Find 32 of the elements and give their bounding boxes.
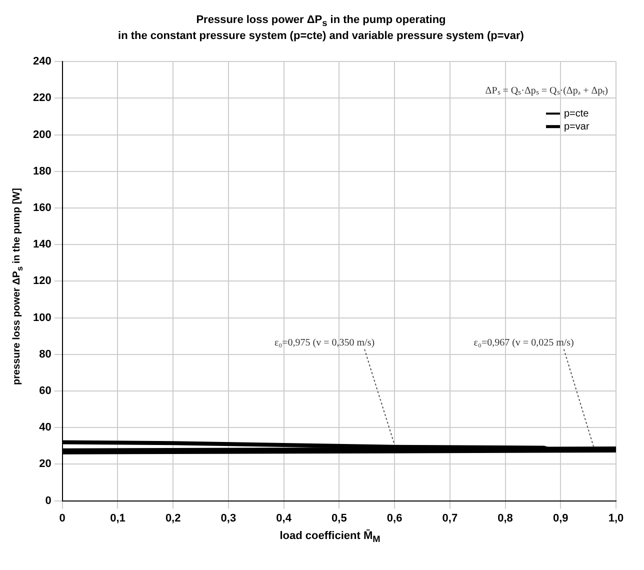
legend-label: p=cte (564, 108, 590, 120)
annotation: ε₀=0,975 (v = 0,350 m/s) (274, 337, 375, 348)
x-tick-label: 0 (59, 512, 66, 524)
y-tick-label: 160 (32, 202, 52, 214)
y-tick-label: 40 (39, 422, 52, 434)
y-tick-label: 0 (45, 494, 52, 507)
legend-label: p=var (564, 121, 590, 132)
y-tick-label: 240 (32, 56, 52, 68)
x-tick-label: 0,9 (552, 512, 568, 524)
y-tick-label: 20 (39, 458, 52, 470)
y-tick-label: 120 (32, 275, 52, 288)
chart-title: Pressure loss power ΔP$_{s}$ in the pump operating (195, 13, 447, 28)
x-tick-label: 0,5 (332, 512, 347, 524)
y-tick-label: 220 (32, 92, 52, 104)
x-tick-label: 0,2 (165, 512, 181, 524)
annotation: ε₀=0,967 (v = 0,025 m/s) (474, 337, 574, 348)
x-tick-label: 0,7 (442, 512, 458, 524)
x-tick-label: 0,6 (386, 512, 402, 524)
y-tick-label: 80 (39, 348, 52, 360)
x-tick-label: 0,8 (498, 512, 513, 524)
x-tick-label: 0,3 (220, 512, 236, 524)
chart-subtitle: in the constant pressure system (p=cte) and variable pressure system (p=var) (117, 30, 525, 42)
x-tick-label: 1,0 (608, 512, 624, 524)
y-tick-label: 180 (32, 165, 52, 178)
y-tick-label: 140 (32, 238, 52, 251)
x-tick-label: 0,4 (276, 512, 292, 524)
y-tick-label: 100 (32, 312, 52, 324)
y-tick-label: 200 (32, 128, 52, 141)
y-tick-label: 60 (39, 385, 52, 398)
x-tick-label: 0,1 (110, 512, 126, 524)
x-axis-title: load coefficient M̄$_{M}$ (278, 530, 382, 544)
annotation: ΔPₛ = Qₛ·Δpₛ = Qₛ·(Δpₐ + Δpₜ) (485, 86, 608, 97)
